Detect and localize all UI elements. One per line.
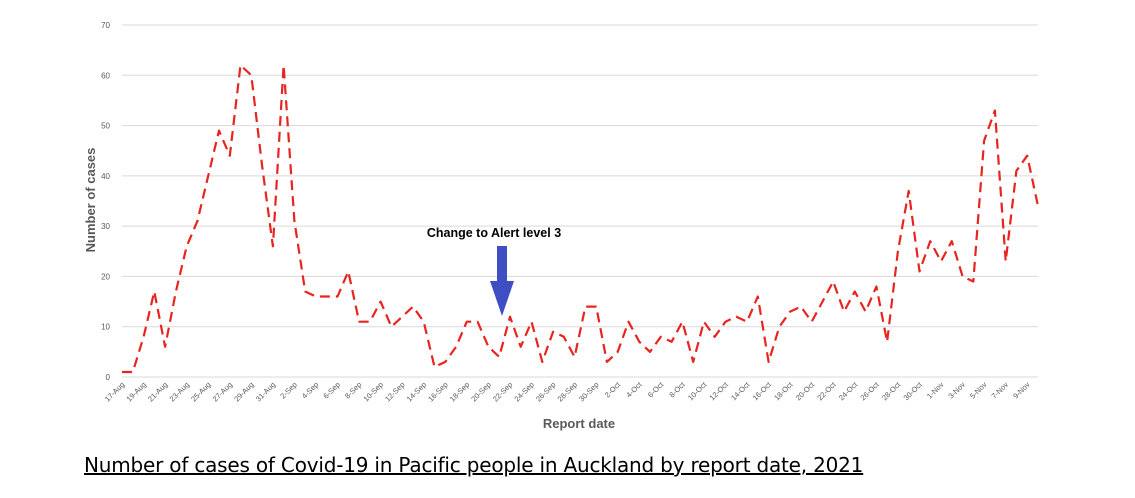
x-tick-label: 18-Sep bbox=[448, 380, 471, 403]
line-chart: 0 10 20 30 40 50 60 70 17-Aug19-Aug21-Aug23-Aug… bbox=[83, 21, 1040, 431]
y-tick-label: 40 bbox=[101, 172, 110, 181]
x-axis-title: Report date bbox=[543, 416, 615, 431]
x-tick-label: 22-Sep bbox=[491, 380, 514, 403]
x-tick-label: 1-Nov bbox=[925, 380, 946, 401]
x-tick-label: 24-Oct bbox=[837, 379, 860, 402]
x-tick-label: 22-Oct bbox=[815, 379, 838, 402]
x-tick-label: 26-Sep bbox=[534, 380, 557, 403]
x-tick-label: 2-Sep bbox=[278, 380, 299, 401]
x-tick-label: 29-Aug bbox=[232, 380, 255, 403]
x-tick-label: 4-Sep bbox=[300, 380, 321, 401]
x-tick-label: 8-Sep bbox=[343, 380, 364, 401]
x-tick-label: 14-Sep bbox=[405, 380, 428, 403]
annotation-label: Change to Alert level 3 bbox=[427, 226, 561, 240]
y-tick-label: 70 bbox=[101, 21, 110, 30]
x-tick-label: 25-Aug bbox=[189, 380, 212, 403]
x-tick-label: 3-Nov bbox=[946, 380, 967, 401]
series-layer bbox=[122, 64, 1040, 374]
x-tick-label: 8-Oct bbox=[667, 379, 687, 399]
x-tick-label: 5-Nov bbox=[968, 380, 989, 401]
x-tick-label: 4-Oct bbox=[624, 379, 644, 399]
y-tick-label: 50 bbox=[101, 122, 110, 131]
y-tick-labels: 0 10 20 30 40 50 60 70 bbox=[101, 21, 110, 382]
down-arrow-icon bbox=[490, 246, 514, 316]
x-tick-label: 14-Oct bbox=[729, 379, 752, 402]
x-tick-label: 9-Nov bbox=[1011, 380, 1032, 401]
x-tick-labels: 17-Aug19-Aug21-Aug23-Aug25-Aug27-Aug29-A… bbox=[103, 379, 1032, 403]
x-tick-label: 20-Oct bbox=[794, 379, 817, 402]
x-tick-label: 26-Oct bbox=[858, 379, 881, 402]
y-tick-label: 20 bbox=[101, 272, 110, 281]
gridlines bbox=[122, 24, 1038, 378]
x-tick-label: 6-Oct bbox=[646, 379, 666, 399]
y-tick-label: 0 bbox=[106, 373, 111, 382]
x-tick-label: 27-Aug bbox=[211, 380, 234, 403]
x-tick-label: 23-Aug bbox=[168, 380, 191, 403]
y-tick-label: 10 bbox=[101, 323, 110, 332]
x-tick-label: 12-Oct bbox=[708, 379, 731, 402]
x-tick-label: 18-Oct bbox=[772, 379, 795, 402]
alert-annotation: Change to Alert level 3 bbox=[427, 226, 561, 316]
x-tick-label: 28-Oct bbox=[880, 379, 903, 402]
y-tick-label: 60 bbox=[101, 71, 110, 80]
x-tick-label: 19-Aug bbox=[125, 380, 148, 403]
x-tick-label: 7-Nov bbox=[990, 380, 1011, 401]
x-tick-label: 2-Oct bbox=[603, 379, 623, 399]
x-tick-label: 30-Oct bbox=[902, 379, 925, 402]
x-tick-label: 12-Sep bbox=[383, 380, 406, 403]
x-tick-label: 24-Sep bbox=[512, 380, 535, 403]
x-tick-label: 21-Aug bbox=[146, 380, 169, 403]
x-tick-label: 10-Oct bbox=[686, 379, 709, 402]
x-tick-label: 28-Sep bbox=[556, 380, 579, 403]
figure-caption: Number of cases of Covid-19 in Pacific p… bbox=[84, 453, 864, 477]
y-tick-label: 30 bbox=[101, 222, 110, 231]
x-tick-label: 31-Aug bbox=[254, 380, 277, 403]
x-tick-label: 17-Aug bbox=[103, 380, 126, 403]
y-axis-title: Number of cases bbox=[83, 148, 98, 253]
x-tick-label: 16-Oct bbox=[751, 379, 774, 402]
x-tick-label: 16-Sep bbox=[426, 380, 449, 403]
x-tick-label: 6-Sep bbox=[321, 380, 342, 401]
series-line bbox=[122, 64, 1040, 374]
x-tick-label: 20-Sep bbox=[469, 380, 492, 403]
x-tick-label: 10-Sep bbox=[362, 380, 385, 403]
x-tick-label: 30-Sep bbox=[577, 380, 600, 403]
